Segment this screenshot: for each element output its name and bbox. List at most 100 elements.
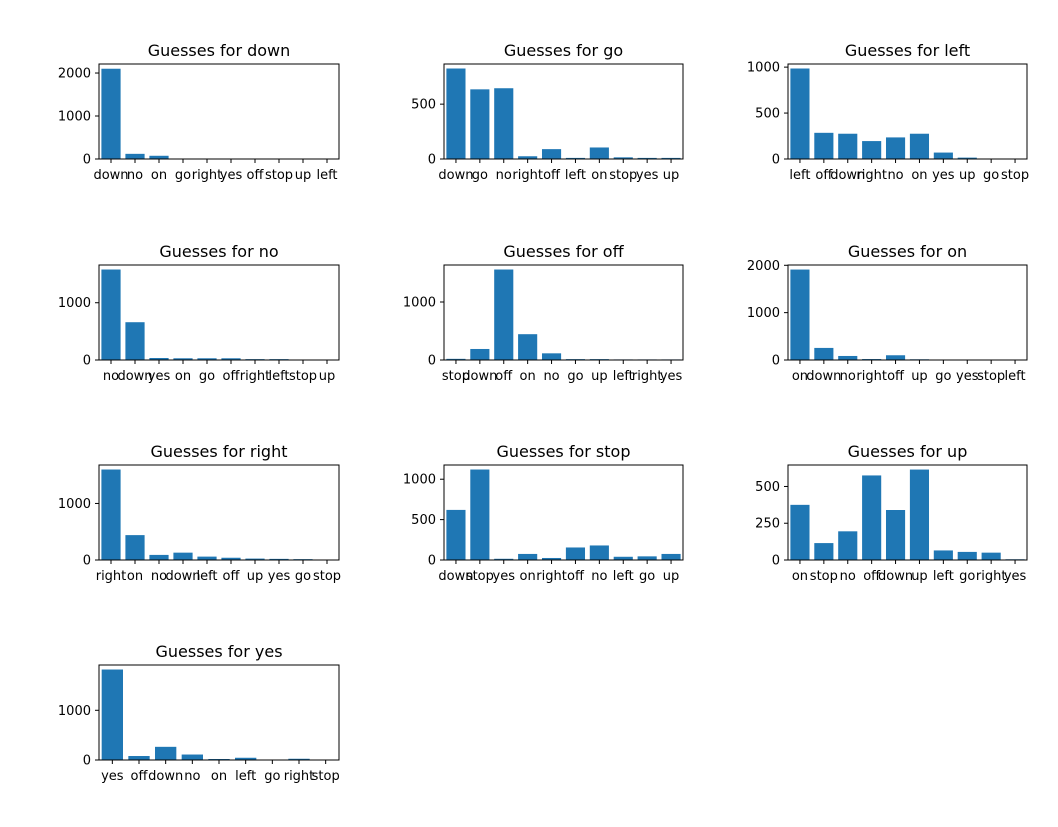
x-tick-label: off (247, 168, 265, 183)
x-tick-label: yes (148, 369, 171, 384)
x-tick-label: up (911, 369, 928, 384)
x-tick-label: stop (442, 369, 470, 384)
x-tick-label: yes (1004, 569, 1027, 584)
x-tick-label: up (663, 569, 680, 584)
y-tick-label: 2000 (747, 259, 780, 274)
bar-off (494, 269, 514, 360)
bar-off (128, 756, 150, 760)
x-tick-label: stop (810, 569, 838, 584)
chart-title: Guesses for left (845, 41, 970, 60)
x-tick-label: yes (268, 569, 291, 584)
bar-stop (613, 157, 633, 159)
x-tick-label: down (438, 569, 473, 584)
bar-on (518, 553, 538, 560)
x-tick-label: off (567, 569, 585, 584)
bar-stop (446, 358, 466, 360)
x-tick-label: up (959, 168, 976, 183)
x-tick-label: left (196, 569, 217, 584)
bar-on (909, 133, 930, 159)
y-tick-label: 1000 (403, 296, 436, 311)
x-tick-label: left (565, 168, 586, 183)
x-tick-label: go (959, 569, 975, 584)
chart-title: Guesses for off (503, 242, 624, 261)
bar-left (235, 757, 257, 760)
y-tick-label: 1000 (58, 704, 91, 719)
bar-no (494, 88, 514, 159)
bar-left (790, 68, 810, 159)
bar-no (541, 353, 562, 360)
chart-title: Guesses for stop (497, 442, 631, 461)
bar-on (173, 358, 193, 360)
y-tick-label: 500 (411, 513, 436, 528)
y-tick-label: 0 (83, 153, 91, 168)
bar-up (909, 469, 930, 560)
x-tick-label: go (567, 369, 583, 384)
y-tick-label: 0 (772, 153, 780, 168)
bar-on (149, 155, 169, 159)
x-tick-label: stop (466, 569, 494, 584)
y-tick-label: 0 (83, 354, 91, 369)
bar-left (933, 550, 953, 560)
y-tick-label: 0 (83, 754, 91, 769)
x-tick-label: off (223, 569, 241, 584)
bar-off (885, 355, 906, 360)
chart-title: Guesses for down (148, 41, 291, 60)
axes-frame (787, 264, 1028, 361)
bar-down (814, 347, 834, 360)
x-tick-label: on (175, 369, 191, 384)
x-tick-label: stop (312, 769, 340, 784)
x-tick-label: on (520, 369, 536, 384)
bar-stop (470, 469, 490, 560)
bar-down (446, 509, 466, 560)
x-tick-label: off (887, 369, 905, 384)
x-tick-label: down (878, 569, 913, 584)
subplot-9: Guesses for yes 0 1000 yes off down no on left go… (58, 642, 340, 784)
bar-on (125, 535, 145, 560)
x-tick-label: off (131, 769, 149, 784)
x-tick-label: on (127, 569, 143, 584)
y-tick-label: 0 (772, 554, 780, 569)
x-tick-label: yes (956, 369, 979, 384)
bar-no (589, 545, 609, 560)
chart-title: Guesses for up (848, 442, 968, 461)
bar-go (957, 551, 977, 560)
x-tick-label: on (520, 569, 536, 584)
x-tick-label: down (806, 369, 841, 384)
x-tick-label: yes (493, 569, 516, 584)
x-tick-label: down (117, 369, 152, 384)
bar-right (288, 758, 310, 760)
chart-title: Guesses for on (848, 242, 967, 261)
bar-down (101, 68, 121, 159)
x-tick-label: stop (313, 569, 341, 584)
bar-down (155, 746, 177, 760)
bar-stop (814, 543, 834, 560)
x-tick-label: left (1005, 369, 1026, 384)
y-tick-label: 0 (428, 554, 436, 569)
x-tick-label: go (264, 769, 280, 784)
bar-up (661, 553, 681, 560)
x-tick-label: stop (289, 369, 317, 384)
bar-off (814, 132, 834, 159)
bar-right (862, 141, 882, 159)
x-tick-label: no (840, 569, 856, 584)
axes-frame (98, 63, 340, 160)
bar-left (565, 157, 586, 159)
y-tick-label: 1000 (58, 296, 91, 311)
bar-yes (149, 358, 169, 360)
bar-yes (637, 157, 657, 159)
bar-off (221, 557, 241, 560)
x-tick-label: left (613, 569, 634, 584)
x-tick-label: on (211, 769, 227, 784)
axes-frame (98, 464, 340, 561)
axes-frame (443, 264, 684, 361)
bar-off (221, 358, 241, 360)
x-tick-label: stop (977, 369, 1005, 384)
x-tick-label: no (103, 369, 119, 384)
y-tick-label: 500 (755, 107, 780, 122)
bar-no (838, 531, 858, 560)
x-tick-label: go (472, 168, 488, 183)
x-tick-label: down (438, 168, 473, 183)
